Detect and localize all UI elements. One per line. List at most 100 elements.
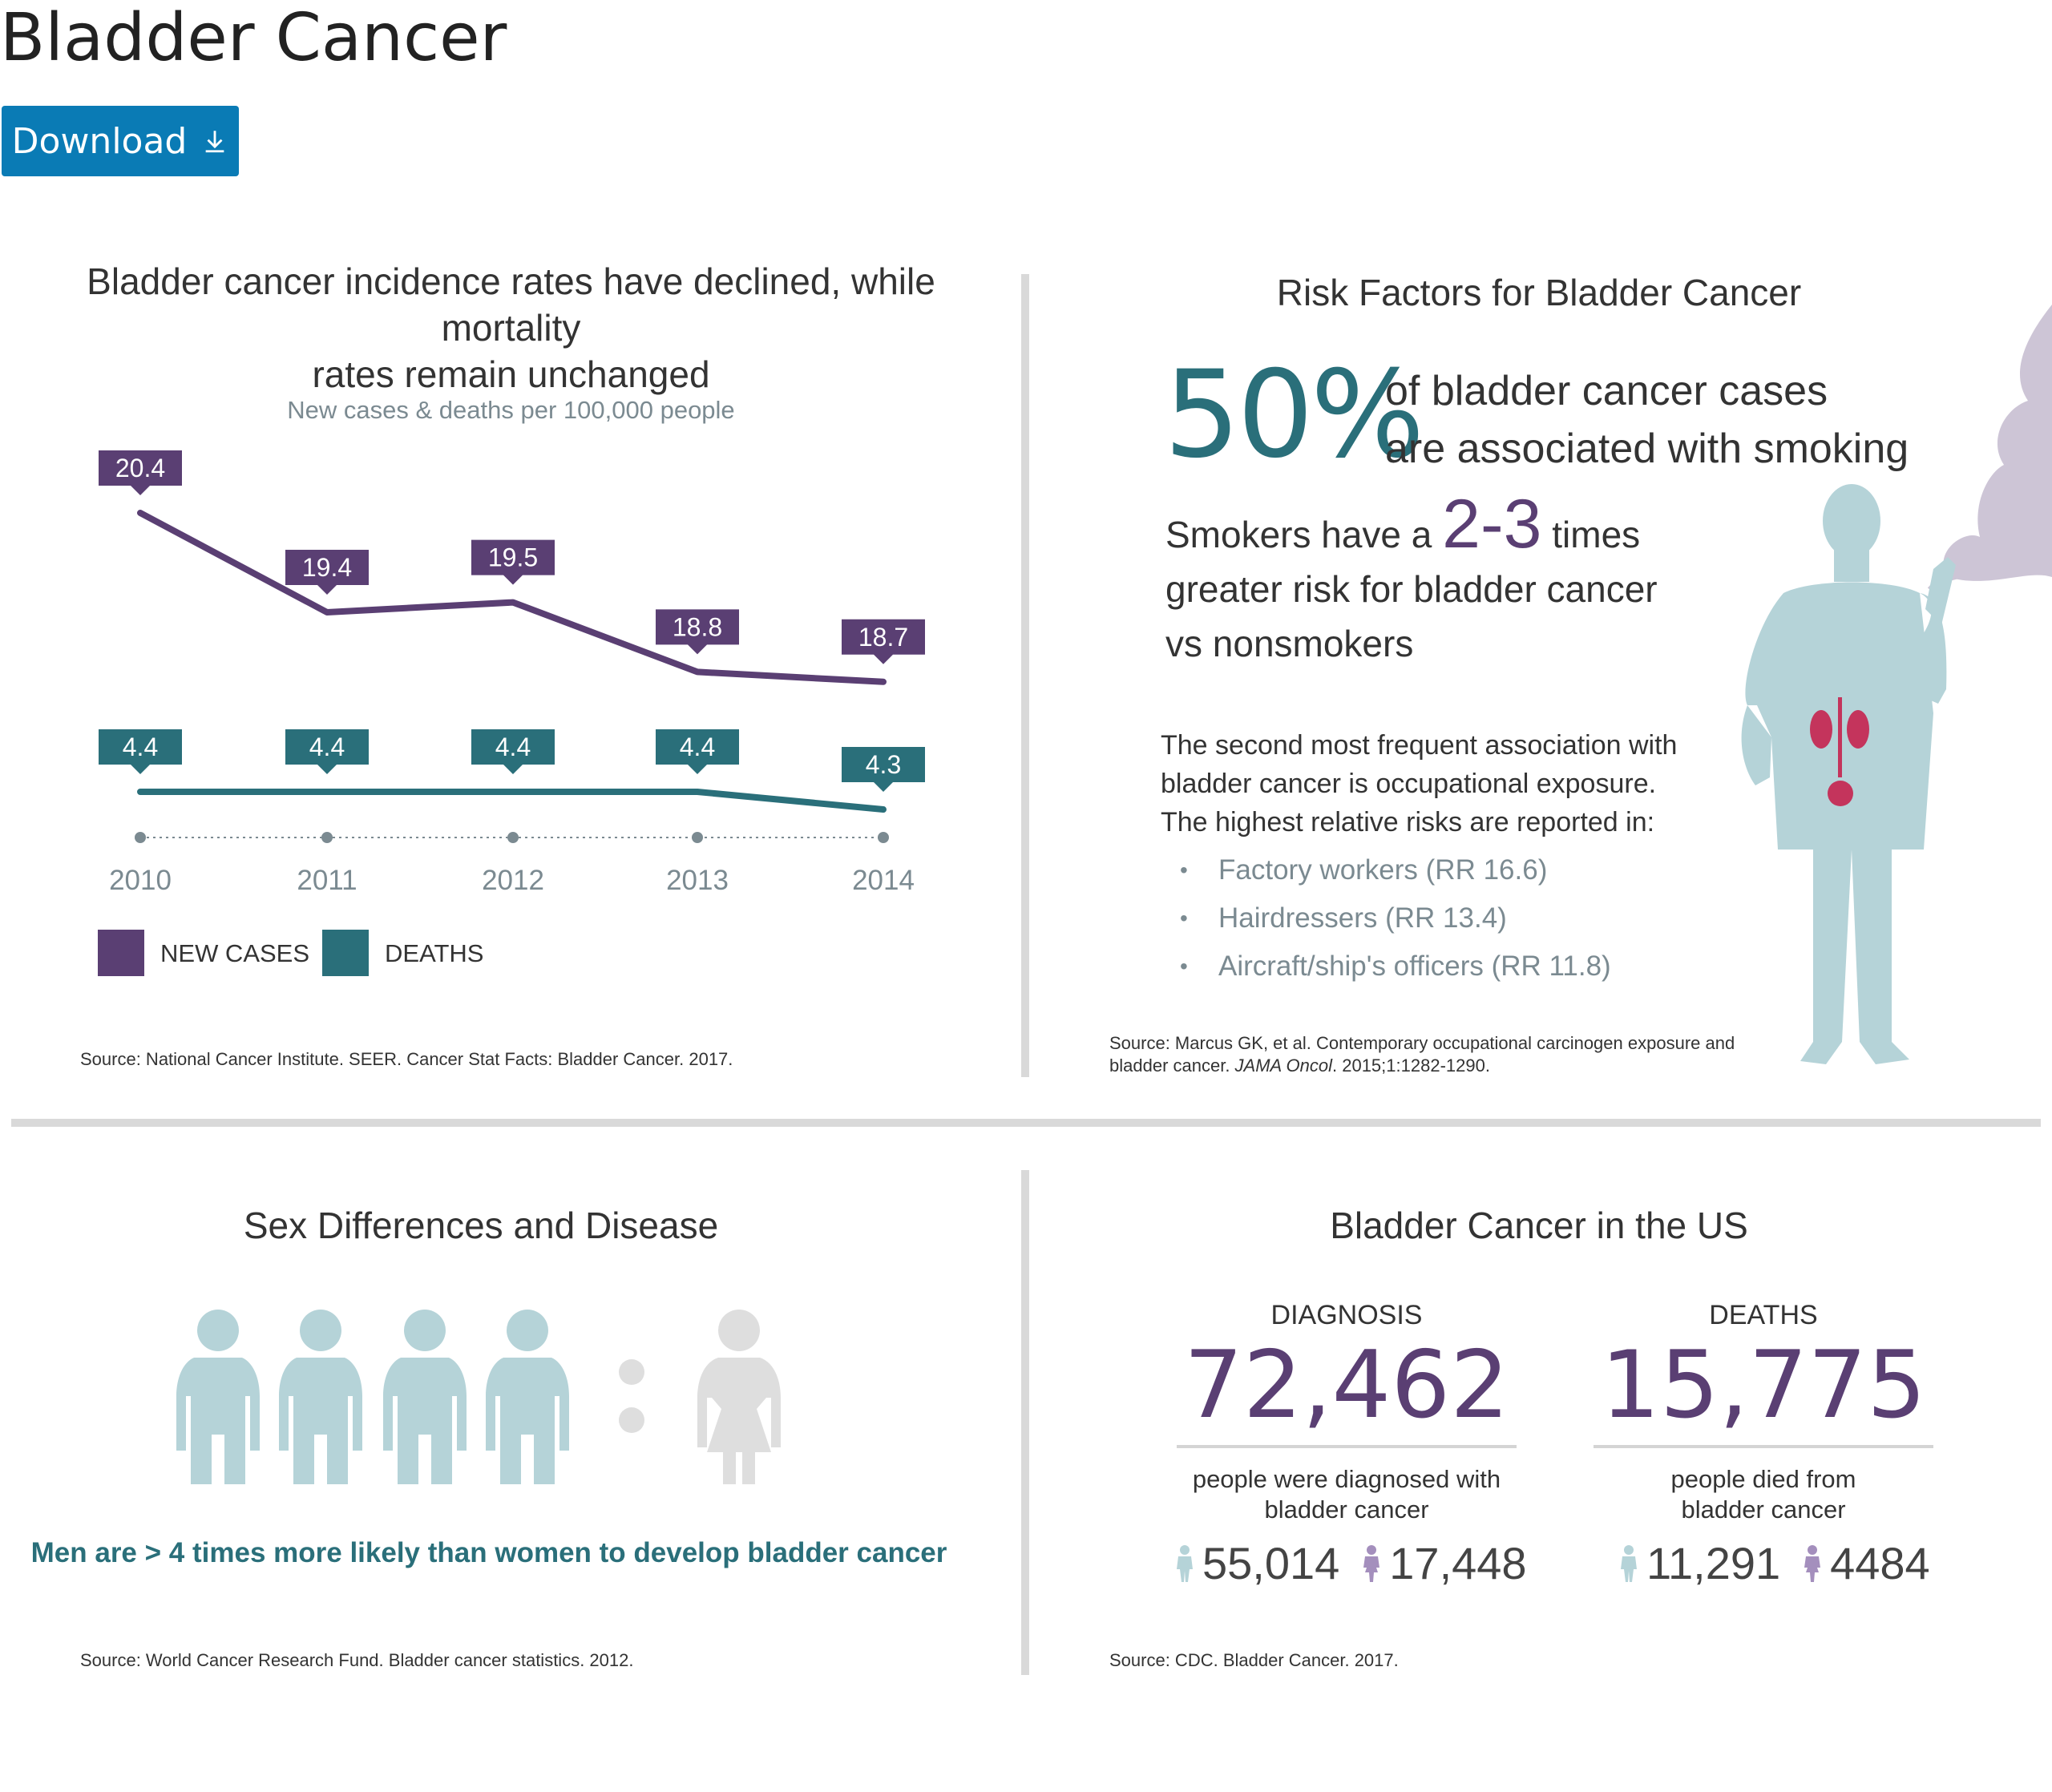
diagnosis-by-sex: 55,014 17,448 [1175, 1537, 1527, 1589]
risk-source-pre: bladder cancer. [1109, 1055, 1235, 1076]
risk-title: Risk Factors for Bladder Cancer [1276, 272, 1802, 313]
kidney-organ-icon [1810, 697, 1869, 806]
diagnosis-desc-line2: bladder cancer [1264, 1495, 1429, 1524]
data-label-box [285, 729, 369, 774]
deaths-label: DEATHS [1709, 1300, 1818, 1330]
us-title: Bladder Cancer in the US [1330, 1205, 1748, 1246]
incidence-line-chart: 2010 2011 2012 2013 2014 20.4 19.4 19.5 18.8 18.7… [98, 450, 925, 976]
x-axis-dot [507, 832, 519, 843]
series-line-deaths [137, 789, 887, 813]
incidence-source: Source: National Cancer Institute. SEER.… [80, 1049, 733, 1069]
smokers-multiplier: 2-3 [1442, 486, 1542, 563]
data-label: 18.7 [858, 623, 908, 652]
occupational-text: The second most frequent association wit… [1161, 726, 1677, 842]
download-icon [206, 131, 224, 153]
horizontal-divider [11, 1119, 2041, 1127]
male-figure-icon [486, 1310, 569, 1484]
occ-line3: The highest relative risks are reported … [1161, 807, 1655, 837]
incidence-title: Bladder cancer incidence rates have decl… [16, 258, 1006, 398]
smoking-percent-text: of bladder cancer cases are associated w… [1385, 362, 1909, 478]
risk-source: Source: Marcus GK, et al. Contemporary o… [1109, 1032, 1735, 1077]
male-figure-icon [383, 1310, 467, 1484]
data-label-box [842, 619, 925, 664]
vertical-divider-bottom [1021, 1170, 1029, 1675]
data-label: 19.4 [302, 553, 352, 582]
deaths-male-count: 11,291 [1646, 1538, 1781, 1588]
data-label: 20.4 [115, 454, 165, 482]
risk-source-line1: Source: Marcus GK, et al. Contemporary o… [1109, 1033, 1735, 1053]
series-line-new-cases [137, 510, 887, 685]
smoking-man-illustration [1741, 305, 2052, 1064]
deaths-rule [1594, 1445, 1933, 1448]
occ-line2: bladder cancer is occupational exposure. [1161, 769, 1657, 799]
diagnosis-female-count: 17,448 [1389, 1538, 1527, 1588]
male-icon [1177, 1544, 1193, 1582]
download-button[interactable]: Download [2, 106, 239, 176]
percent-line2: are associated with smoking [1385, 426, 1909, 472]
incidence-title-line1: Bladder cancer incidence rates have decl… [87, 260, 935, 349]
smokers-post: times [1552, 514, 1641, 555]
smoking-percent: 50% [1164, 345, 1424, 485]
deaths-number: 15,775 [1601, 1331, 1926, 1439]
data-label-box [99, 729, 182, 774]
list-item: Aircraft/ship's officers (RR 11.8) [1170, 942, 1611, 991]
x-tick-label: 2011 [297, 865, 357, 896]
smokers-pre: Smokers have a [1165, 514, 1432, 555]
diagnosis-stat: DIAGNOSIS 72,462 people were diagnosed w… [1177, 1300, 1517, 1525]
x-tick-label: 2014 [852, 865, 915, 896]
sex-title: Sex Differences and Disease [243, 1205, 719, 1246]
ratio-colon-icon [619, 1359, 644, 1433]
x-tick-label: 2012 [482, 865, 544, 896]
data-label-box [471, 539, 555, 585]
deaths-by-sex: 11,291 4484 [1619, 1537, 1930, 1589]
male-icon [1621, 1544, 1637, 1582]
smokers-line2: greater risk for bladder cancer [1165, 568, 1658, 610]
data-label-box [656, 729, 739, 774]
diagnosis-desc: people were diagnosed with bladder cance… [1177, 1464, 1517, 1525]
x-axis-dot [321, 832, 333, 843]
data-label-box [99, 450, 182, 495]
data-label: 4.4 [680, 733, 715, 761]
x-tick-label: 2013 [666, 865, 729, 896]
diagnosis-desc-line1: people were diagnosed with [1192, 1465, 1501, 1493]
sex-caption: Men are > 4 times more likely than women… [30, 1537, 947, 1568]
deaths-female-count: 4484 [1830, 1538, 1930, 1588]
man-silhouette [1741, 484, 1956, 1064]
list-item: Hairdressers (RR 13.4) [1170, 894, 1611, 942]
sex-source: Source: World Cancer Research Fund. Blad… [80, 1650, 634, 1670]
deaths-desc-line2: bladder cancer [1681, 1495, 1846, 1524]
legend-swatch [322, 930, 369, 976]
legend-label: DEATHS [385, 939, 483, 967]
female-icon [1363, 1544, 1380, 1582]
deaths-stat: DEATHS 15,775 people died from bladder c… [1594, 1300, 1933, 1525]
deaths-desc: people died from bladder cancer [1594, 1464, 1933, 1525]
smokers-line3: vs nonsmokers [1165, 623, 1414, 664]
sex-ratio-figures [176, 1310, 781, 1484]
diagnosis-number: 72,462 [1184, 1331, 1509, 1439]
data-label: 4.4 [495, 733, 531, 761]
data-label: 4.4 [309, 733, 345, 761]
smokers-risk-text: Smokers have a 2-3 times greater risk fo… [1165, 490, 1658, 671]
us-source: Source: CDC. Bladder Cancer. 2017. [1109, 1650, 1399, 1670]
smoke-cloud [1943, 305, 2052, 581]
risk-source-journal: JAMA Oncol [1234, 1055, 1332, 1076]
legend-swatch [98, 930, 144, 976]
x-tick-label: 2010 [109, 865, 172, 896]
list-item: Factory workers (RR 16.6) [1170, 846, 1611, 894]
female-icon [1804, 1544, 1821, 1582]
data-label-box [285, 550, 369, 595]
diagnosis-male-count: 55,014 [1202, 1538, 1340, 1588]
download-label: Download [11, 120, 188, 162]
data-label: 18.8 [673, 612, 722, 641]
x-axis-dot [692, 832, 703, 843]
vertical-divider-top [1021, 274, 1029, 1077]
data-label: 19.5 [488, 543, 538, 572]
female-figure-icon [697, 1310, 781, 1484]
risk-occupation-list: Factory workers (RR 16.6) Hairdressers (… [1170, 846, 1611, 991]
risk-source-post: . 2015;1:1282-1290. [1332, 1055, 1490, 1076]
chart-subtitle: New cases & deaths per 100,000 people [287, 396, 735, 424]
diagnosis-rule [1177, 1445, 1517, 1448]
deaths-desc-line1: people died from [1670, 1465, 1856, 1493]
data-label: 4.3 [866, 750, 901, 779]
x-axis-dot [135, 832, 146, 843]
